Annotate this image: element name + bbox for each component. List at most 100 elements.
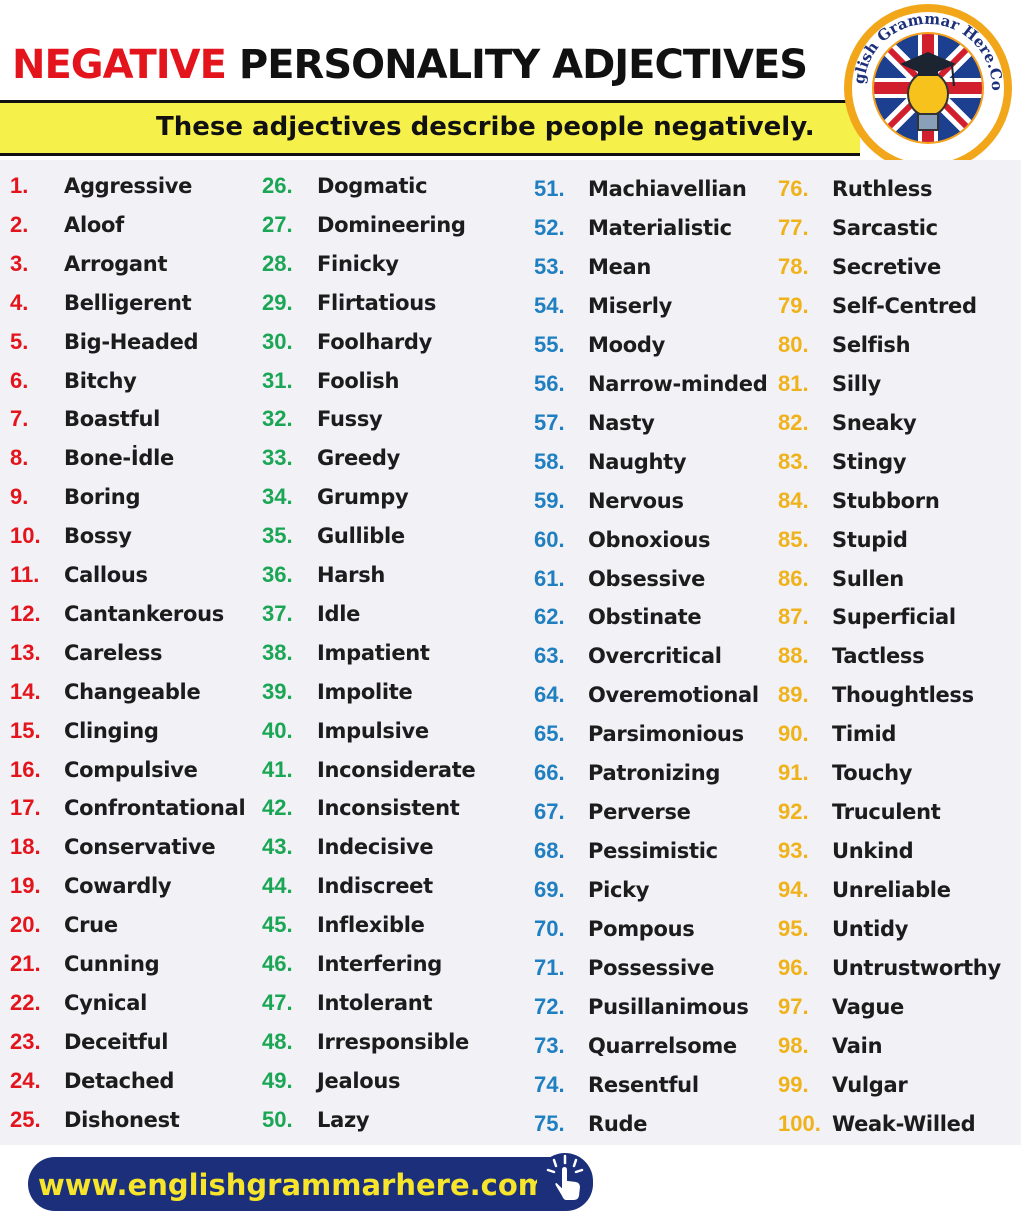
adjective-word: Patronizing xyxy=(588,761,721,786)
adjective-word: Irresponsible xyxy=(317,1029,469,1054)
item-number: 29. xyxy=(262,289,293,315)
item-number: 10. xyxy=(10,523,41,549)
adjective-word: Bone-İdle xyxy=(64,446,174,471)
item-number: 87. xyxy=(778,604,809,630)
adjective-word: Dishonest xyxy=(64,1107,180,1132)
adjective-word: Deceitful xyxy=(64,1029,169,1054)
item-number: 62. xyxy=(534,604,565,630)
item-number: 67. xyxy=(534,799,565,825)
site-logo-icon: English Grammar Here.Com xyxy=(842,2,1012,172)
adjective-word: Arrogant xyxy=(64,251,168,276)
item-number: 55. xyxy=(534,331,565,357)
adjective-word: Domineering xyxy=(317,212,466,237)
adjective-word: Vulgar xyxy=(832,1072,908,1097)
adjective-word: Nasty xyxy=(588,410,655,435)
item-number: 68. xyxy=(534,838,565,864)
item-number: 9. xyxy=(10,484,29,510)
item-number: 12. xyxy=(10,600,41,626)
item-number: 6. xyxy=(10,367,29,393)
item-number: 11. xyxy=(10,562,40,587)
adjective-word: Callous xyxy=(64,563,148,587)
adjective-word: Changeable xyxy=(64,679,201,704)
adjective-word: Sarcastic xyxy=(832,215,938,240)
adjective-word: Fussy xyxy=(317,407,383,432)
adjective-word: Boring xyxy=(64,485,141,510)
item-number: 47. xyxy=(262,989,293,1015)
adjective-word: Detached xyxy=(64,1068,175,1093)
item-number: 1. xyxy=(10,173,29,198)
adjective-word: Intolerant xyxy=(317,990,433,1015)
item-number: 3. xyxy=(10,250,29,276)
adjective-word: Secretive xyxy=(832,254,941,279)
adjective-word: Pompous xyxy=(588,917,695,942)
footer-url-link[interactable]: www.englishgrammarhere.com xyxy=(38,1168,548,1202)
item-number: 78. xyxy=(778,253,809,279)
adjective-word: Picky xyxy=(588,878,650,903)
item-number: 72. xyxy=(534,993,565,1019)
item-number: 5. xyxy=(10,328,29,354)
item-number: 41. xyxy=(262,756,293,782)
item-number: 61. xyxy=(534,565,565,591)
item-number: 42. xyxy=(262,795,293,821)
item-number: 80. xyxy=(778,331,809,357)
adjective-word: Aloof xyxy=(64,212,124,237)
adjective-word: Clinging xyxy=(64,718,159,743)
item-number: 39. xyxy=(262,678,293,704)
adjective-word: Moody xyxy=(588,332,665,357)
footer-banner[interactable] xyxy=(28,1157,593,1211)
adjective-word: Cantankerous xyxy=(64,601,224,626)
item-number: 8. xyxy=(10,445,29,471)
item-number: 63. xyxy=(534,643,565,669)
item-number: 16. xyxy=(10,756,41,782)
item-number: 94. xyxy=(778,877,809,903)
item-number: 84. xyxy=(778,487,809,513)
adjective-word: Obsessive xyxy=(588,566,706,591)
adjective-word: Idle xyxy=(317,601,361,626)
adjective-word: Impatient xyxy=(317,640,430,665)
item-number: 81. xyxy=(778,370,809,396)
adjective-word: Lazy xyxy=(317,1107,370,1132)
adjective-word: Naughty xyxy=(588,449,687,474)
item-number: 20. xyxy=(10,912,41,938)
adjective-word: Rude xyxy=(588,1111,648,1136)
adjective-word: Unkind xyxy=(832,839,914,864)
adjective-word: Stupid xyxy=(832,527,908,552)
adjective-word: Mean xyxy=(588,254,652,279)
adjective-word: Vague xyxy=(832,994,905,1019)
adjective-word: Timid xyxy=(832,722,897,747)
adjective-word: Sneaky xyxy=(832,410,917,435)
adjective-word: Crue xyxy=(64,913,118,938)
adjective-word: Cunning xyxy=(64,952,160,976)
item-number: 19. xyxy=(10,873,41,899)
adjective-word: Jealous xyxy=(317,1068,401,1093)
item-number: 2. xyxy=(10,211,29,237)
item-number: 28. xyxy=(262,250,293,276)
item-number: 25. xyxy=(10,1106,41,1132)
item-number: 27. xyxy=(262,211,293,237)
item-number: 65. xyxy=(534,721,565,747)
item-number: 83. xyxy=(778,448,809,474)
adjective-word: Overcritical xyxy=(588,644,722,669)
adjective-word: Overemotional xyxy=(588,683,759,708)
adjective-word: Inflexible xyxy=(317,913,425,938)
adjective-word: Touchy xyxy=(832,761,913,786)
adjective-word: Machiavellian xyxy=(588,177,747,201)
item-number: 74. xyxy=(534,1071,565,1097)
item-number: 64. xyxy=(534,682,565,708)
item-number: 13. xyxy=(10,639,41,665)
item-number: 38. xyxy=(262,639,293,665)
adjective-word: Bitchy xyxy=(64,368,137,393)
item-number: 93. xyxy=(778,838,809,864)
adjective-word: Miserly xyxy=(588,293,672,318)
item-number: 34. xyxy=(262,484,293,510)
item-number: 4. xyxy=(10,289,29,315)
item-number: 40. xyxy=(262,717,293,743)
item-number: 56. xyxy=(534,370,565,396)
item-number: 70. xyxy=(534,916,565,942)
subtitle-bar xyxy=(0,100,860,156)
adjective-word: Dogmatic xyxy=(317,174,428,198)
adjective-word: Weak-Willed xyxy=(832,1111,976,1136)
title-personality-adjectives: PERSONALITY ADJECTIVES xyxy=(238,42,808,88)
adjective-word: Cynical xyxy=(64,990,147,1015)
adjective-word: Ruthless xyxy=(832,177,933,201)
